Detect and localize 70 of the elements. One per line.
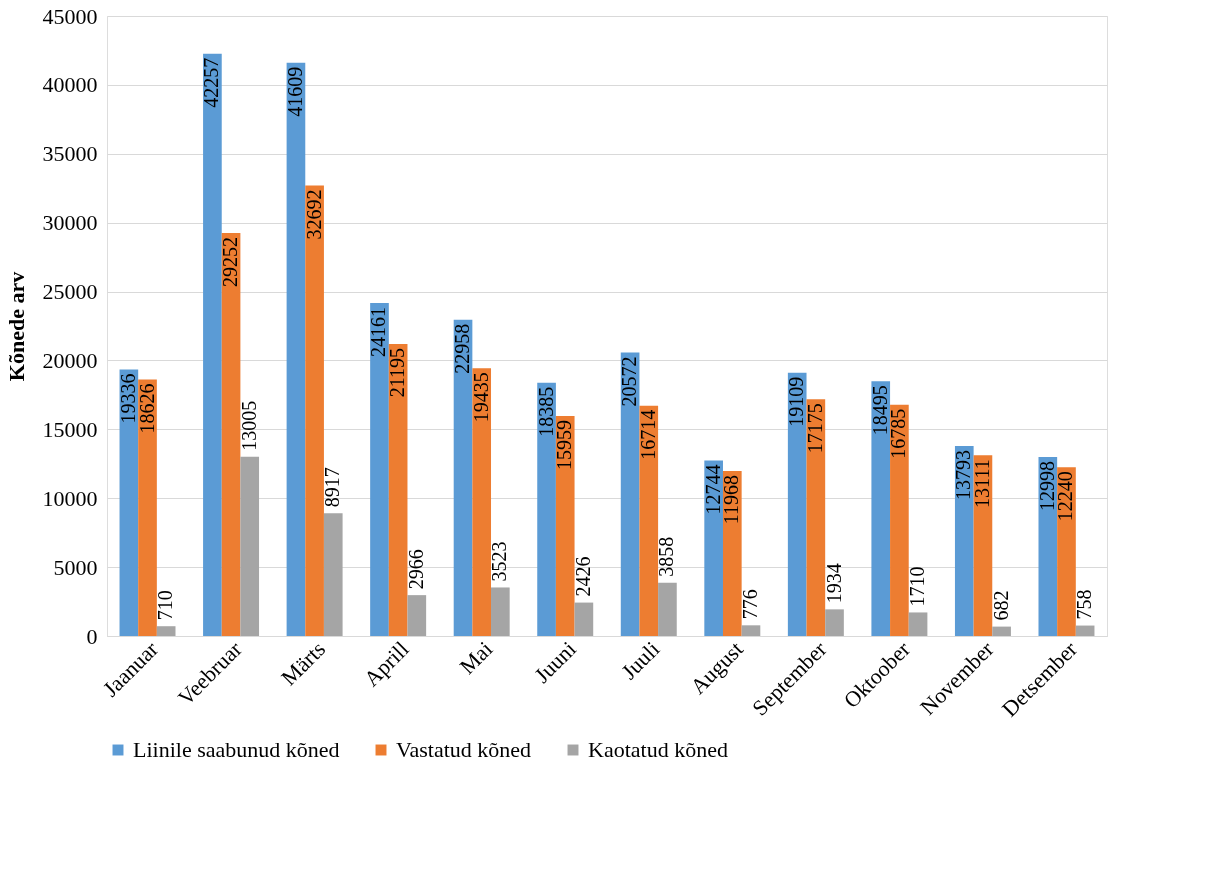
y-tick-label: 0 — [86, 623, 98, 649]
data-label: 2426 — [571, 556, 594, 597]
bar — [491, 587, 510, 636]
data-label: 20572 — [618, 356, 641, 407]
bar — [1075, 625, 1095, 636]
bar — [871, 381, 891, 636]
bar — [472, 368, 492, 636]
bar — [305, 185, 324, 636]
bar — [240, 456, 260, 636]
bar — [992, 626, 1011, 636]
bar — [908, 612, 928, 636]
data-label: 1934 — [822, 563, 845, 604]
data-label: 29252 — [219, 236, 242, 287]
bar — [890, 404, 909, 636]
bar — [407, 595, 427, 636]
bar — [221, 232, 241, 636]
data-label: 2966 — [404, 549, 427, 590]
bar — [825, 609, 844, 636]
data-label: 682 — [989, 590, 1012, 621]
y-tick-label: 30000 — [42, 210, 98, 236]
data-label: 1710 — [906, 566, 929, 607]
bar — [806, 399, 826, 636]
data-label: 22958 — [451, 323, 474, 374]
data-label: 16714 — [636, 409, 659, 460]
y-tick-label: 5000 — [53, 554, 98, 580]
bar — [574, 602, 594, 636]
bar — [741, 625, 761, 636]
bar — [620, 352, 640, 636]
bar — [203, 53, 222, 636]
y-tick-label: 20000 — [42, 347, 98, 373]
y-tick-label: 40000 — [42, 72, 98, 98]
data-label: 3523 — [488, 541, 511, 582]
bar — [1038, 456, 1058, 636]
data-label: 8917 — [321, 467, 344, 508]
data-label: 776 — [738, 589, 761, 620]
bar — [370, 303, 389, 636]
data-label: 3858 — [655, 536, 678, 577]
data-label: 13005 — [237, 400, 260, 451]
y-axis-title: Kõnede arv — [3, 271, 29, 382]
legend-label: Liinile saabunud kõned — [133, 737, 340, 762]
data-label: 19435 — [469, 372, 492, 423]
bar — [722, 471, 742, 636]
bar — [639, 405, 659, 636]
bar — [537, 382, 556, 636]
bar — [954, 445, 974, 636]
bar — [156, 626, 176, 636]
data-label: 41609 — [283, 66, 306, 117]
y-tick-label: 25000 — [42, 279, 98, 305]
y-tick-label: 15000 — [42, 416, 98, 442]
bar — [1057, 467, 1076, 636]
bar — [555, 416, 575, 636]
y-tick-label: 35000 — [42, 141, 98, 167]
data-label: 32692 — [302, 189, 325, 240]
data-label: 758 — [1073, 589, 1096, 620]
data-label: 710 — [154, 590, 177, 621]
legend-label: Kaotatud kõned — [588, 737, 728, 762]
bar — [787, 372, 807, 636]
bar — [658, 582, 677, 636]
data-label: 42257 — [200, 57, 223, 108]
bar — [704, 460, 723, 636]
legend-label: Vastatud kõned — [396, 737, 532, 762]
bar — [138, 379, 157, 636]
y-tick-label: 45000 — [42, 3, 98, 29]
bar — [286, 62, 306, 636]
bar — [973, 455, 993, 636]
bar — [453, 319, 473, 636]
bar — [323, 513, 343, 636]
bar — [388, 343, 408, 636]
x-tick-label: Mai — [454, 636, 498, 680]
y-tick-label: 10000 — [42, 485, 98, 511]
